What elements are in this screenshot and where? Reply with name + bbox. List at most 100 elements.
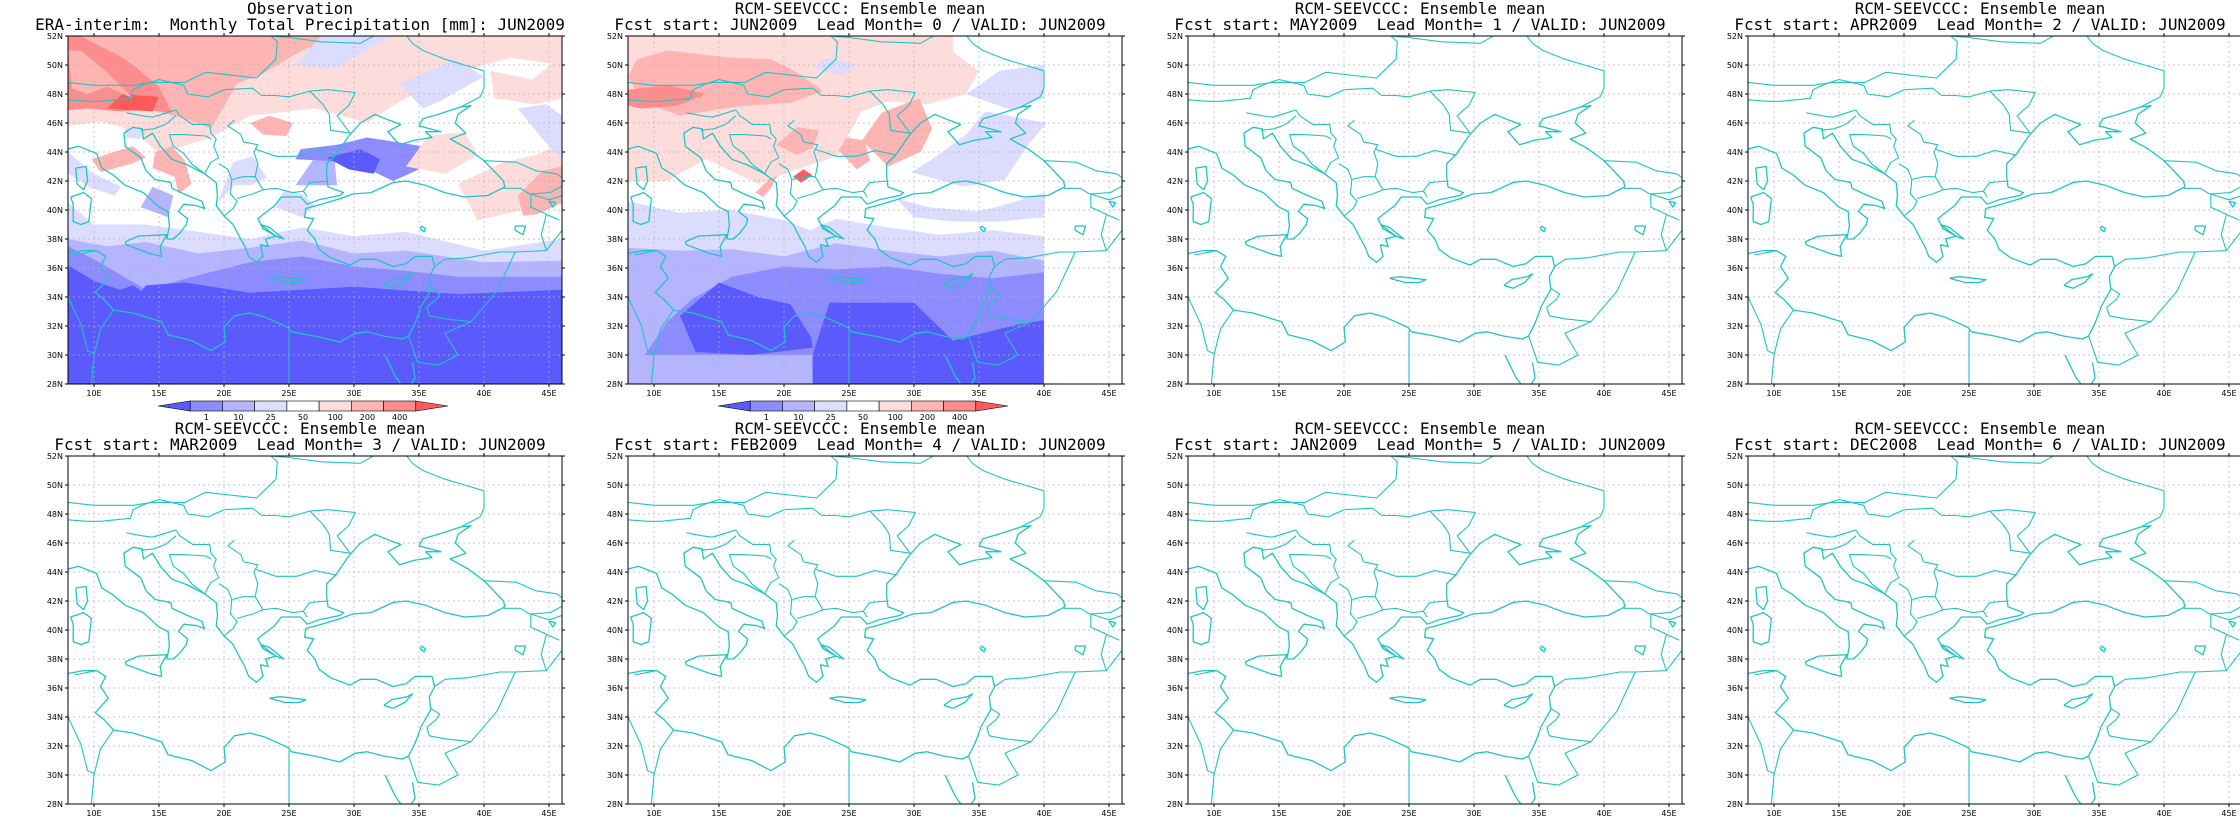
- lat-tick-label: 48N: [1727, 510, 1743, 519]
- colorbar-label: 25: [266, 413, 276, 420]
- coastlines: [1188, 524, 1682, 804]
- lat-tick-label: 34N: [47, 293, 63, 302]
- lon-tick-label: 25E: [841, 389, 856, 398]
- precip-shade: [326, 149, 380, 174]
- colorbar-label: 100: [328, 413, 343, 420]
- lat-tick-label: 52N: [607, 452, 623, 461]
- lat-tick-label: 40N: [607, 626, 623, 635]
- colorbar-swatch: [975, 400, 1009, 412]
- precip-shade: [91, 146, 146, 173]
- map-panel-3: RCM-SEEVCCC: Ensemble mean Fcst start: MA…: [1140, 0, 1700, 420]
- lon-tick-label: 40E: [476, 809, 491, 818]
- lat-tick-label: 32N: [1727, 322, 1743, 331]
- lat-tick-label: 48N: [1167, 90, 1183, 99]
- lat-tick-label: 42N: [1167, 177, 1183, 186]
- panel-subtitle: Fcst start: MAY2009 Lead Month= 1 / VALI…: [1174, 15, 1666, 34]
- lon-tick-label: 30E: [1466, 389, 1481, 398]
- panel-subtitle: Fcst start: FEB2009 Lead Month= 4 / VALI…: [614, 435, 1106, 454]
- lon-tick-label: 40E: [476, 389, 491, 398]
- precip-shade: [895, 192, 1046, 222]
- lat-tick-label: 48N: [47, 90, 63, 99]
- lat-tick-label: 28N: [1167, 380, 1183, 389]
- lat-tick-label: 44N: [47, 568, 63, 577]
- lat-tick-label: 42N: [607, 177, 623, 186]
- colorbar-swatch: [286, 400, 320, 412]
- country-borders: [628, 456, 1122, 804]
- lat-tick-label: 30N: [1727, 771, 1743, 780]
- map-panel-6: RCM-SEEVCCC: Ensemble mean Fcst start: FE…: [580, 420, 1140, 840]
- lat-tick-label: 32N: [607, 322, 623, 331]
- country-borders: [1188, 456, 1682, 804]
- colorbar-swatch: [749, 400, 783, 412]
- lon-tick-label: 45E: [541, 389, 556, 398]
- lat-tick-label: 36N: [1167, 684, 1183, 693]
- lat-tick-label: 48N: [607, 90, 623, 99]
- lon-tick-label: 10E: [1766, 389, 1781, 398]
- lon-tick-label: 45E: [2221, 389, 2236, 398]
- lon-tick-label: 20E: [1896, 389, 1911, 398]
- lon-tick-label: 40E: [1596, 809, 1611, 818]
- lon-tick-label: 10E: [86, 389, 101, 398]
- lat-tick-label: 28N: [1167, 800, 1183, 809]
- lat-tick-label: 50N: [1727, 481, 1743, 490]
- colorbar-swatch: [415, 400, 449, 412]
- lon-tick-label: 25E: [841, 809, 856, 818]
- coastlines: [68, 104, 562, 384]
- colorbar-label: 50: [298, 413, 308, 420]
- lat-tick-label: 34N: [1167, 293, 1183, 302]
- colorbar: 1 10 25 50 100 200 400: [157, 400, 449, 420]
- lat-tick-label: 32N: [607, 742, 623, 751]
- lat-tick-label: 46N: [1167, 119, 1183, 128]
- precip-shade: [250, 115, 293, 136]
- lat-tick-label: 28N: [607, 380, 623, 389]
- map-canvas: 28N 30N 32N 34N 36N 38N 40N 42N 44N 46N 48N 50N 52N 1…: [607, 32, 1125, 420]
- lat-tick-label: 28N: [1727, 380, 1743, 389]
- lat-tick-label: 30N: [1727, 351, 1743, 360]
- colorbar-swatch: [878, 400, 912, 412]
- lat-tick-label: 46N: [1727, 119, 1743, 128]
- lon-tick-label: 35E: [411, 809, 426, 818]
- lon-tick-label: 25E: [1401, 809, 1416, 818]
- lat-tick-label: 28N: [1727, 800, 1743, 809]
- precip-shade: [123, 127, 143, 139]
- country-borders: [1748, 456, 2240, 804]
- map-canvas: 28N 30N 32N 34N 36N 38N 40N 42N 44N 46N 48N 50N 52N 1…: [47, 452, 565, 818]
- lat-tick-label: 50N: [1167, 481, 1183, 490]
- precip-shade: [776, 127, 820, 155]
- coastlines: [1748, 524, 2237, 804]
- lat-tick-label: 46N: [1727, 539, 1743, 548]
- lat-tick-label: 46N: [47, 119, 63, 128]
- lon-tick-label: 30E: [1466, 809, 1481, 818]
- lat-tick-label: 40N: [1167, 626, 1183, 635]
- colorbar-swatch: [189, 400, 223, 412]
- lat-tick-label: 50N: [1167, 61, 1183, 70]
- lat-tick-label: 40N: [607, 206, 623, 215]
- colorbar-label: 25: [826, 413, 836, 420]
- lat-tick-label: 40N: [47, 626, 63, 635]
- map-panel-1: Observation ERA-interim: Monthly Total Pr…: [20, 0, 580, 420]
- lat-tick-label: 42N: [47, 177, 63, 186]
- panel-title: RCM-SEEVCCC: Ensemble mean: [1854, 419, 2106, 438]
- lat-tick-label: 36N: [47, 684, 63, 693]
- lat-tick-label: 48N: [47, 510, 63, 519]
- lat-tick-label: 36N: [47, 264, 63, 273]
- lat-tick-label: 30N: [607, 351, 623, 360]
- lon-tick-label: 20E: [216, 389, 231, 398]
- lat-tick-label: 44N: [607, 148, 623, 157]
- lat-tick-label: 38N: [47, 655, 63, 664]
- map-panel-8: RCM-SEEVCCC: Ensemble mean Fcst start: DE…: [1700, 420, 2240, 840]
- colorbar-label: 10: [793, 413, 803, 420]
- lon-tick-label: 15E: [711, 389, 726, 398]
- precip-shade: [217, 156, 267, 203]
- lon-tick-label: 30E: [906, 389, 921, 398]
- lat-tick-label: 40N: [1727, 626, 1743, 635]
- precip-shade: [517, 104, 562, 160]
- lon-tick-label: 25E: [281, 809, 296, 818]
- lat-tick-label: 44N: [1167, 568, 1183, 577]
- panel-title: RCM-SEEVCCC: Ensemble mean: [1294, 0, 1546, 18]
- lon-tick-label: 35E: [971, 389, 986, 398]
- lat-tick-label: 38N: [607, 235, 623, 244]
- precip-shade: [628, 85, 706, 109]
- lat-tick-label: 40N: [1167, 206, 1183, 215]
- lat-tick-label: 30N: [607, 771, 623, 780]
